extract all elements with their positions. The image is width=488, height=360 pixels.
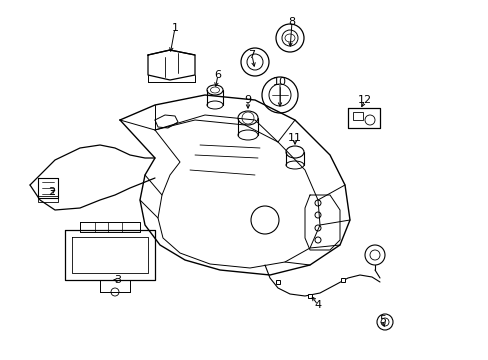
- Text: 7: 7: [248, 50, 255, 60]
- Text: 6: 6: [214, 70, 221, 80]
- Text: 9: 9: [244, 95, 251, 105]
- Text: 4: 4: [314, 300, 321, 310]
- Text: 10: 10: [272, 77, 286, 87]
- Text: 5: 5: [379, 315, 386, 325]
- Bar: [352, 112, 362, 120]
- Bar: [38, 196, 58, 202]
- Text: 3: 3: [114, 275, 121, 285]
- Text: 8: 8: [288, 17, 295, 27]
- Text: 12: 12: [357, 95, 371, 105]
- Text: 1: 1: [171, 23, 178, 33]
- Text: 11: 11: [287, 133, 302, 143]
- Text: 2: 2: [48, 187, 56, 197]
